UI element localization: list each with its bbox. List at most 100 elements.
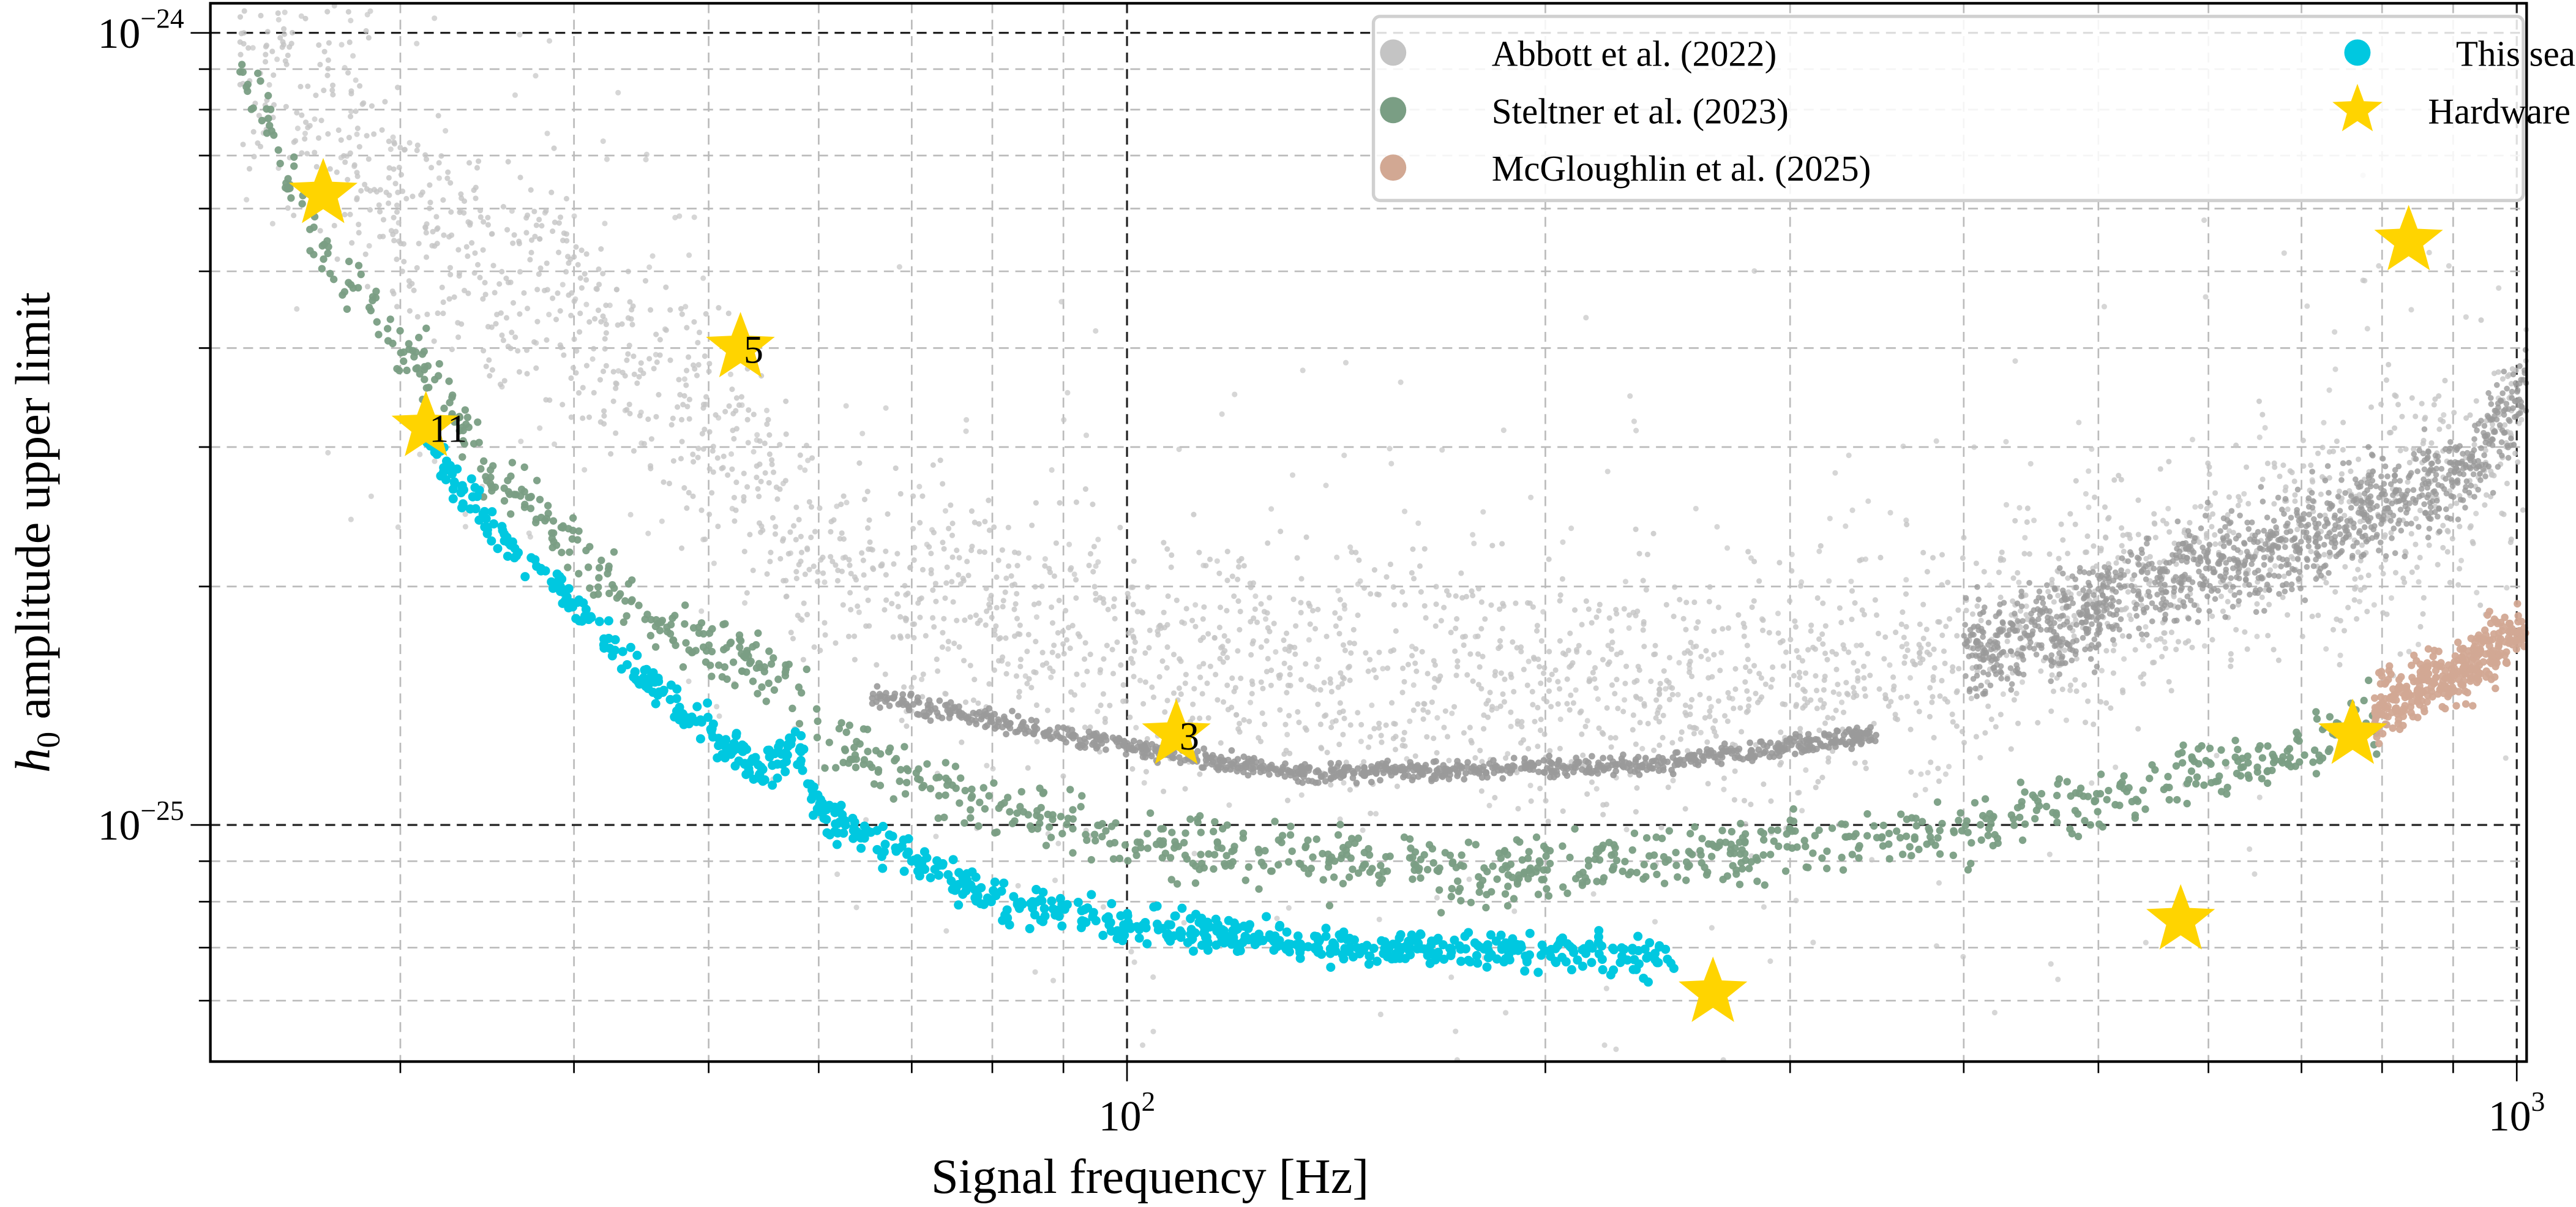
abbott-point bbox=[1383, 574, 1390, 580]
abbott-point bbox=[646, 356, 653, 362]
abbott-point bbox=[1916, 709, 1922, 715]
abbott-point bbox=[302, 136, 308, 142]
abbott-point bbox=[2428, 440, 2435, 446]
abbott-point bbox=[1980, 669, 1986, 675]
abbott-point bbox=[1241, 563, 1247, 569]
abbott-point bbox=[447, 271, 454, 277]
abbott-point bbox=[2435, 513, 2441, 520]
abbott-point bbox=[1931, 735, 1937, 741]
abbott-point bbox=[1749, 604, 1755, 611]
abbott-point bbox=[571, 254, 577, 260]
abbott-point bbox=[2426, 525, 2433, 532]
abbott-point bbox=[1060, 628, 1066, 634]
abbott-point bbox=[1731, 705, 1737, 712]
abbott-point bbox=[793, 504, 799, 510]
abbott-point bbox=[325, 66, 331, 72]
abbott-point bbox=[1770, 664, 1776, 671]
abbott-point bbox=[1527, 759, 1534, 767]
abbott-point bbox=[1386, 766, 1393, 773]
abbott-point bbox=[1614, 761, 1621, 768]
abbott-point bbox=[677, 392, 683, 398]
abbott-point bbox=[2283, 529, 2290, 536]
abbott-point bbox=[600, 368, 607, 375]
abbott-point bbox=[2204, 593, 2211, 600]
abbott-point bbox=[756, 520, 763, 526]
abbott-point bbox=[692, 366, 698, 372]
abbott-point bbox=[841, 536, 847, 542]
abbott-point bbox=[2301, 529, 2307, 535]
abbott-point bbox=[1235, 563, 1242, 570]
abbott-point bbox=[553, 317, 560, 323]
abbott-point bbox=[987, 604, 993, 611]
abbott-point bbox=[2144, 540, 2150, 547]
abbott-point bbox=[1298, 792, 1305, 798]
abbott-point bbox=[983, 622, 989, 628]
abbott-point bbox=[937, 457, 943, 464]
abbott-point bbox=[2503, 400, 2510, 407]
abbott-point bbox=[1178, 691, 1184, 698]
abbott-point bbox=[1039, 650, 1046, 656]
abbott-point bbox=[241, 8, 247, 14]
abbott-point bbox=[2276, 590, 2282, 597]
abbott-point bbox=[345, 176, 351, 182]
abbott-point bbox=[1570, 700, 1576, 706]
abbott-point bbox=[1219, 411, 1225, 417]
abbott-point bbox=[1442, 708, 1448, 714]
abbott-point bbox=[2381, 534, 2387, 540]
abbott-point bbox=[1664, 758, 1671, 765]
abbott-point bbox=[1165, 593, 1171, 600]
abbott-point bbox=[1677, 756, 1683, 763]
abbott-point bbox=[1805, 647, 1811, 653]
abbott-point bbox=[2287, 468, 2293, 474]
abbott-point bbox=[2455, 582, 2462, 588]
abbott-point bbox=[2093, 563, 2100, 570]
abbott-point bbox=[1593, 614, 1600, 620]
abbott-point bbox=[1851, 660, 1857, 666]
abbott-point bbox=[1120, 698, 1126, 704]
abbott-point bbox=[1100, 691, 1106, 697]
abbott-point bbox=[927, 701, 934, 709]
abbott-point bbox=[631, 448, 637, 454]
abbott-point bbox=[1177, 759, 1184, 767]
abbott-point bbox=[943, 580, 949, 586]
abbott-point bbox=[2413, 516, 2419, 522]
abbott-point bbox=[1423, 615, 1429, 621]
abbott-point bbox=[1268, 682, 1274, 688]
abbott-point bbox=[2111, 477, 2117, 483]
abbott-point bbox=[866, 517, 872, 523]
abbott-point bbox=[2326, 489, 2332, 496]
abbott-point bbox=[1634, 785, 1640, 791]
abbott-point bbox=[1737, 705, 1743, 711]
abbott-point bbox=[282, 31, 288, 37]
abbott-point bbox=[1669, 691, 1676, 698]
abbott-point bbox=[2327, 500, 2334, 507]
abbott-point bbox=[1916, 650, 1922, 656]
abbott-point bbox=[264, 29, 271, 35]
abbott-point bbox=[919, 676, 925, 682]
abbott-point bbox=[1718, 650, 1724, 656]
abbott-point bbox=[2149, 600, 2155, 606]
abbott-point bbox=[2184, 593, 2191, 600]
abbott-point bbox=[1956, 666, 1962, 672]
abbott-point bbox=[534, 287, 541, 293]
abbott-point bbox=[350, 53, 356, 59]
abbott-point bbox=[1920, 656, 1926, 663]
abbott-point bbox=[1061, 417, 1067, 423]
abbott-point bbox=[2086, 504, 2092, 510]
abbott-point bbox=[2018, 588, 2024, 595]
abbott-point bbox=[590, 356, 596, 362]
abbott-point bbox=[762, 440, 768, 446]
abbott-point bbox=[2282, 495, 2289, 502]
abbott-point bbox=[1196, 549, 1202, 555]
abbott-point bbox=[2440, 544, 2446, 551]
abbott-point bbox=[1904, 521, 1910, 528]
abbott-point bbox=[1216, 570, 1222, 576]
data-points bbox=[236, 2, 2529, 1063]
abbott-point bbox=[1805, 731, 1812, 738]
abbott-point bbox=[2294, 486, 2301, 493]
abbott-point bbox=[1942, 696, 1948, 702]
abbott-point bbox=[1657, 680, 1663, 686]
abbott-point bbox=[902, 582, 908, 588]
abbott-point bbox=[1318, 745, 1324, 751]
abbott-point bbox=[1156, 674, 1163, 680]
